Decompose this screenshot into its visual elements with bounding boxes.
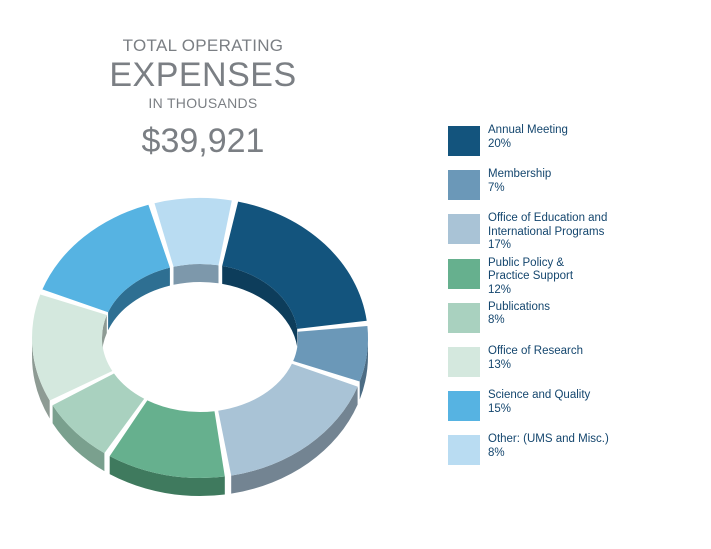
legend-percent: 13% <box>488 358 512 371</box>
legend-text-annual-meeting: Annual Meeting 20% <box>488 124 568 151</box>
chart-title: TOTAL OPERATING EXPENSES IN THOUSANDS <box>100 36 306 112</box>
legend-label: International Programs <box>488 225 605 238</box>
slice-inner-wall-annual-meeting <box>222 265 298 347</box>
slice-side-membership <box>359 338 369 400</box>
title-line-expenses: EXPENSES <box>109 56 297 94</box>
legend-label: Other: (UMS and Misc.) <box>488 433 609 446</box>
legend-percent: 20% <box>488 137 512 150</box>
legend-swatch-other-ums-and-misc <box>448 435 480 466</box>
donut-tops <box>32 197 369 479</box>
legend-percent: 15% <box>488 402 512 415</box>
slice-inner-wall-office-of-research <box>101 315 107 356</box>
donut-chart <box>32 197 369 497</box>
legend-percent: 8% <box>488 314 505 327</box>
slice-side-office-of-research <box>32 338 50 419</box>
legend-swatch-office-of-research <box>448 347 480 377</box>
legend-label: Publications <box>488 300 551 313</box>
slice-publications <box>52 373 145 454</box>
slice-science-and-quality <box>42 204 170 313</box>
legend-label: Annual Meeting <box>488 124 568 136</box>
legend-text-office-of-education-and-international-programs: Office of Education and International Pro… <box>488 212 607 253</box>
title-line-total-operating: TOTAL OPERATING <box>122 36 284 55</box>
legend-swatch-public-policy-practice-support <box>448 258 480 289</box>
slice-other-ums-and-misc <box>154 197 232 267</box>
legend-percent: 12% <box>488 283 512 296</box>
slice-public-policy-practice-support <box>109 400 225 479</box>
title-line-in-thousands: IN THOUSANDS <box>148 95 258 111</box>
legend-label: Office of Research <box>488 345 584 357</box>
slice-side-publications <box>52 405 105 472</box>
legend-swatch-science-and-quality <box>448 391 480 422</box>
legend-percent: 17% <box>488 239 512 252</box>
legend-percent: 8% <box>488 446 505 459</box>
slice-inner-wall-other-ums-and-misc <box>173 263 219 285</box>
donut-sides <box>32 263 369 497</box>
legend-text-science-and-quality: Science and Quality 15% <box>488 389 590 416</box>
legend-swatch-office-of-education-and-international-programs <box>448 214 480 245</box>
legend-text-other-ums-and-misc: Other: (UMS and Misc.) 8% <box>488 433 609 460</box>
legend-label: Office of Education and <box>488 212 608 225</box>
legend-swatch-publications <box>448 302 480 333</box>
legend-swatch-annual-meeting <box>448 126 480 156</box>
legend-label: Membership <box>488 168 552 181</box>
legend-label: Public Policy & <box>488 256 565 269</box>
legend-text-office-of-research: Office of Research 13% <box>488 345 583 372</box>
slice-inner-wall-science-and-quality <box>108 267 170 331</box>
slice-office-of-research <box>32 294 113 401</box>
slice-side-office-of-education-and-international-programs <box>231 386 358 494</box>
slice-membership <box>293 326 369 382</box>
legend-label: Practice Support <box>488 270 574 283</box>
legend-label: Science and Quality <box>488 389 591 402</box>
total-amount: $39,921 <box>141 122 265 160</box>
legend-percent: 7% <box>488 181 505 194</box>
legend-text-membership: Membership 7% <box>488 168 551 195</box>
legend-swatch-membership <box>448 170 480 201</box>
legend-text-publications: Publications 8% <box>488 301 550 328</box>
legend-text-public-policy-practice-support: Public Policy & Practice Support 12% <box>488 257 573 298</box>
slice-office-of-education-and-international-programs <box>218 363 358 476</box>
slice-annual-meeting <box>222 201 367 329</box>
slice-side-public-policy-practice-support <box>109 456 225 497</box>
